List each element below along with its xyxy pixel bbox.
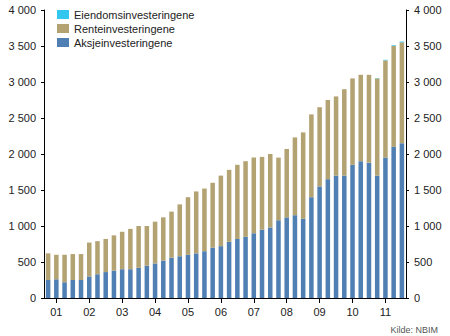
- svg-text:1 500: 1 500: [8, 184, 36, 196]
- svg-text:1 000: 1 000: [414, 220, 442, 232]
- svg-text:07: 07: [248, 306, 260, 318]
- svg-text:08: 08: [281, 306, 293, 318]
- svg-text:3 000: 3 000: [8, 76, 36, 88]
- svg-text:09: 09: [313, 306, 325, 318]
- svg-text:1 500: 1 500: [414, 184, 442, 196]
- svg-text:03: 03: [116, 306, 128, 318]
- svg-text:02: 02: [83, 306, 95, 318]
- svg-text:05: 05: [182, 306, 194, 318]
- svg-text:3 000: 3 000: [414, 76, 442, 88]
- svg-text:4 000: 4 000: [8, 4, 36, 16]
- svg-text:Renteinvesteringene: Renteinvesteringene: [74, 23, 175, 35]
- svg-text:10: 10: [346, 306, 358, 318]
- svg-text:500: 500: [414, 256, 432, 268]
- svg-text:4 000: 4 000: [414, 4, 442, 16]
- svg-text:0: 0: [414, 292, 420, 304]
- svg-text:Eiendomsinvesteringene: Eiendomsinvesteringene: [74, 9, 194, 21]
- svg-text:0: 0: [30, 292, 36, 304]
- svg-text:Kilde: NBIM: Kilde: NBIM: [390, 325, 438, 335]
- svg-text:500: 500: [18, 256, 36, 268]
- svg-text:04: 04: [149, 306, 161, 318]
- svg-text:06: 06: [215, 306, 227, 318]
- svg-text:2 500: 2 500: [414, 112, 442, 124]
- svg-text:1 000: 1 000: [8, 220, 36, 232]
- svg-text:Aksjeinvesteringene: Aksjeinvesteringene: [74, 37, 172, 49]
- svg-text:2 000: 2 000: [414, 148, 442, 160]
- svg-text:2 000: 2 000: [8, 148, 36, 160]
- svg-text:01: 01: [50, 306, 62, 318]
- svg-text:11: 11: [380, 306, 391, 318]
- svg-text:3 500: 3 500: [414, 40, 442, 52]
- svg-text:2 500: 2 500: [8, 112, 36, 124]
- svg-text:3 500: 3 500: [8, 40, 36, 52]
